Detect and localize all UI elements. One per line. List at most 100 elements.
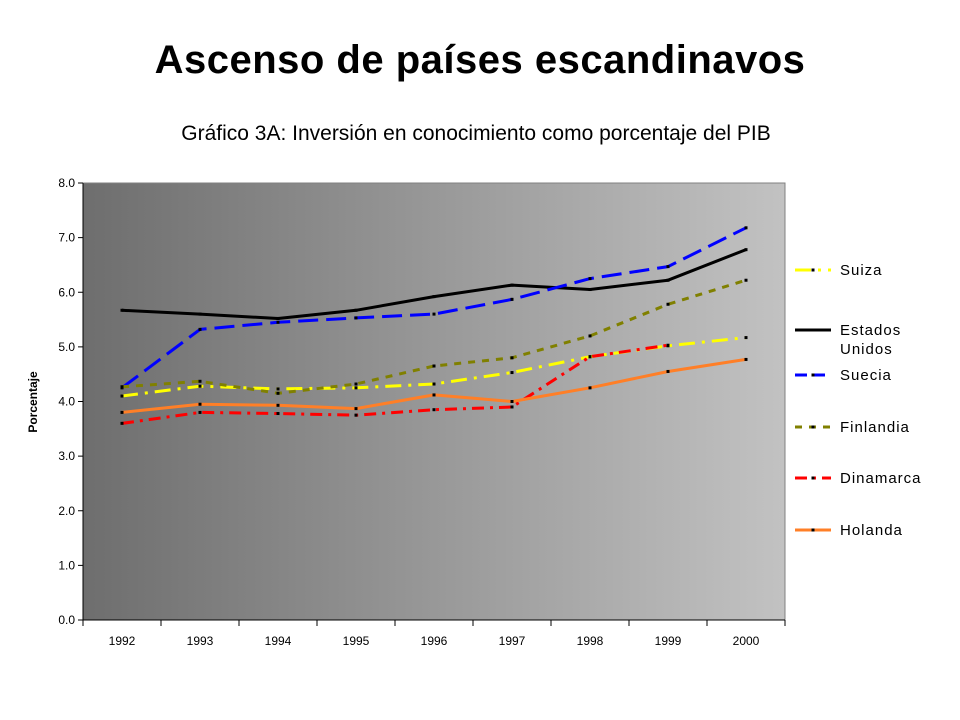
legend-label: Estados — [840, 322, 901, 339]
data-point — [744, 357, 748, 361]
data-point — [120, 421, 124, 425]
data-point — [666, 278, 670, 282]
y-tick-label: 5.0 — [58, 340, 75, 354]
data-point — [198, 410, 202, 414]
data-point — [588, 277, 592, 281]
series-line-dinamarca — [121, 343, 669, 425]
legend-label: Finlandia — [840, 419, 910, 436]
data-point — [432, 393, 436, 397]
y-tick-label: 1.0 — [58, 558, 75, 572]
legend-label: Unidos — [840, 341, 893, 358]
x-tick-label: 1992 — [109, 634, 136, 648]
x-tick-label: 1994 — [265, 634, 292, 648]
legend-marker — [811, 373, 815, 377]
data-point — [276, 391, 280, 395]
data-point — [744, 226, 748, 230]
data-point — [432, 364, 436, 368]
data-point — [744, 248, 748, 252]
y-tick-label: 0.0 — [58, 613, 75, 627]
slide-title: Ascenso de países escandinavos — [154, 38, 806, 82]
series-line-finlandia — [121, 278, 747, 395]
y-tick-label: 3.0 — [58, 449, 75, 463]
legend-item-suiza: Suiza — [795, 262, 882, 279]
axes: 0.0 1.0 2.0 3.0 4.0 5.0 6.0 7.0 8.0 1992 1993 1994 1… — [58, 176, 786, 648]
data-point — [510, 371, 514, 375]
data-point — [354, 382, 358, 386]
series-layer — [120, 226, 748, 425]
y-tick-label: 4.0 — [58, 395, 75, 409]
data-point — [510, 297, 514, 301]
data-point — [666, 369, 670, 373]
legend-item-dinamarca: Dinamarca — [795, 470, 922, 487]
x-tick-label: 1993 — [187, 634, 214, 648]
data-point — [120, 385, 124, 389]
data-point — [276, 387, 280, 391]
legend-marker — [811, 476, 815, 480]
data-point — [432, 408, 436, 412]
legend-item-suecia: Suecia — [795, 367, 892, 384]
legend-marker — [811, 268, 815, 272]
data-point — [198, 312, 202, 316]
x-tick-label: 1998 — [577, 634, 604, 648]
legend-item-finlandia: Finlandia — [795, 419, 910, 436]
y-tick-label: 2.0 — [58, 504, 75, 518]
legend-marker — [811, 328, 815, 332]
data-point — [276, 403, 280, 407]
series-line-suecia — [121, 226, 747, 390]
data-point — [666, 302, 670, 306]
data-point — [120, 308, 124, 312]
data-point — [588, 386, 592, 390]
y-tick-label: 6.0 — [58, 285, 75, 299]
data-point — [276, 316, 280, 320]
data-point — [120, 410, 124, 414]
legend-marker — [811, 528, 815, 532]
data-point — [354, 316, 358, 320]
data-point — [120, 394, 124, 398]
x-tick-label: 1999 — [655, 634, 682, 648]
data-point — [510, 405, 514, 409]
legend-label: Suecia — [840, 367, 892, 384]
data-point — [510, 283, 514, 287]
data-point — [354, 407, 358, 411]
data-point — [198, 327, 202, 331]
data-point — [744, 336, 748, 340]
data-point — [666, 343, 670, 347]
data-point — [276, 412, 280, 416]
data-point — [510, 400, 514, 403]
data-point — [588, 334, 592, 338]
series-estados-unidos — [120, 248, 748, 320]
data-point — [198, 379, 202, 383]
data-point — [354, 308, 358, 312]
x-tick-label: 2000 — [733, 634, 760, 648]
series-holanda — [120, 357, 748, 414]
data-point — [744, 278, 748, 282]
data-point — [432, 312, 436, 316]
data-point — [354, 386, 358, 390]
data-point — [432, 295, 436, 299]
x-tick-label: 1995 — [343, 634, 370, 648]
chart-title: Gráfico 3A: Inversión en conocimiento co… — [181, 122, 770, 145]
legend-marker — [811, 425, 815, 429]
data-point — [588, 288, 592, 292]
legend: Suiza Estados Unidos Suecia Finlandia Dinamar… — [795, 262, 922, 539]
data-point — [354, 413, 358, 417]
data-point — [276, 320, 280, 324]
legend-label: Holanda — [840, 522, 903, 539]
series-finlandia — [120, 278, 748, 395]
plot-area — [82, 182, 786, 621]
series-suecia — [120, 226, 748, 390]
data-point — [198, 384, 202, 388]
x-tick-label: 1997 — [499, 634, 526, 648]
series-dinamarca — [120, 343, 670, 425]
legend-item-estados-unidos: Estados Unidos — [795, 322, 901, 358]
legend-label: Dinamarca — [840, 470, 922, 487]
y-tick-label: 8.0 — [58, 176, 75, 190]
data-point — [432, 382, 436, 386]
legend-item-holanda: Holanda — [795, 522, 903, 539]
data-point — [198, 402, 202, 406]
x-tick-label: 1996 — [421, 634, 448, 648]
data-point — [510, 356, 514, 360]
y-tick-label: 7.0 — [58, 231, 75, 245]
data-point — [588, 355, 592, 359]
